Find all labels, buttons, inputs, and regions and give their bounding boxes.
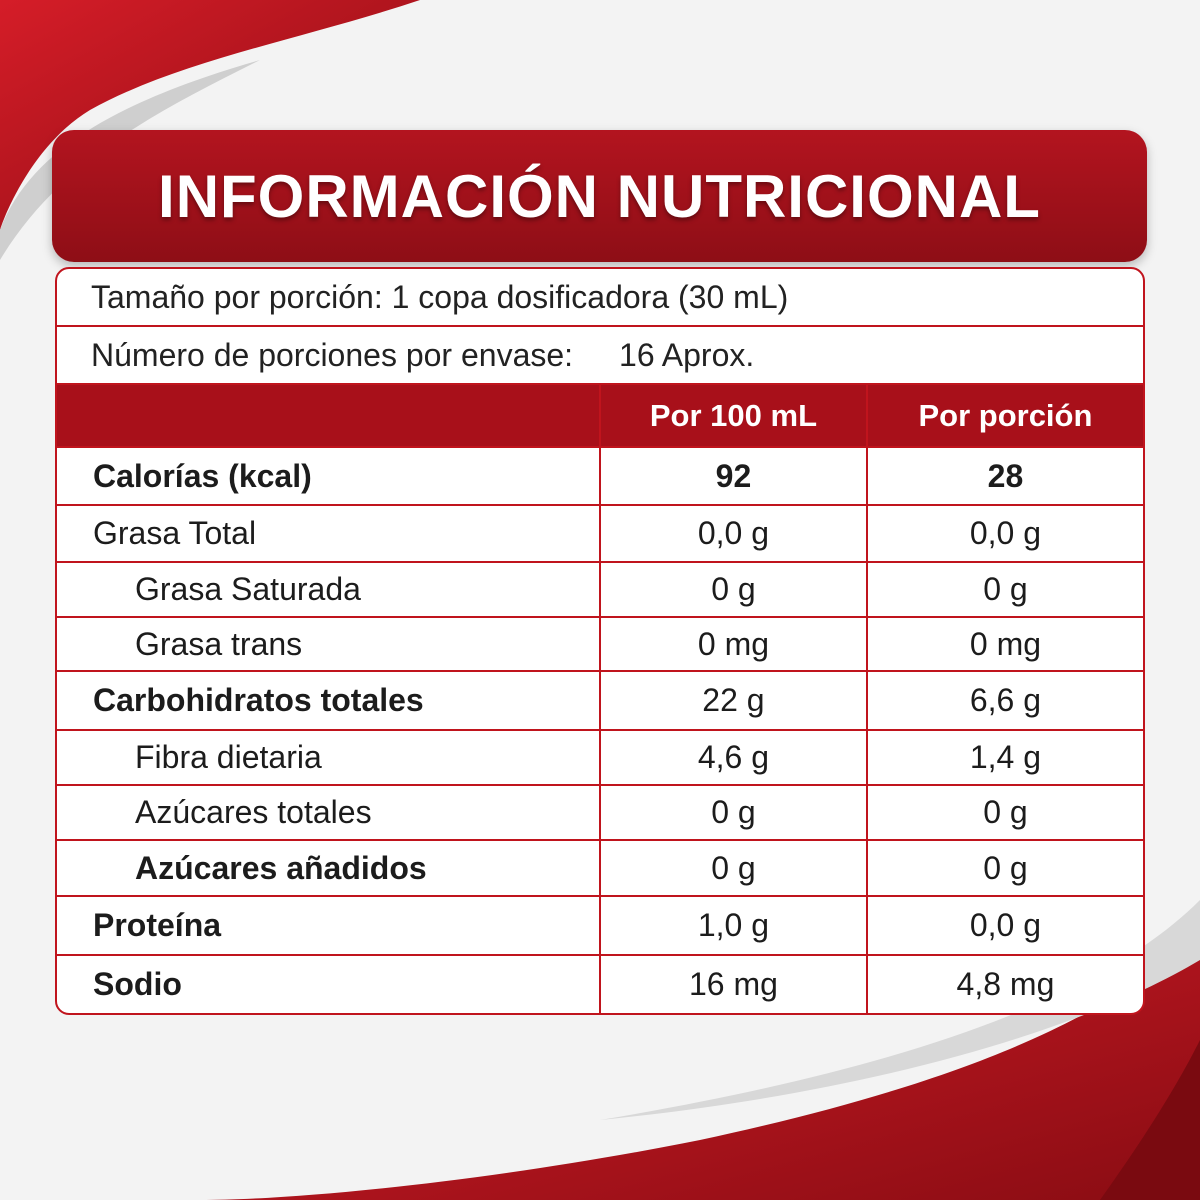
table-row: Calorías (kcal) 92 28	[57, 446, 1143, 506]
header-empty	[57, 385, 601, 448]
nutrient-value: 1,0 g	[599, 895, 868, 956]
servings-label: Número de porciones por envase:	[91, 336, 574, 373]
nutrient-label: Calorías (kcal)	[57, 446, 601, 506]
table-row: Carbohidratos totales 22 g 6,6 g	[57, 670, 1143, 731]
title-banner: INFORMACIÓN NUTRICIONAL	[52, 130, 1147, 262]
table: Por 100 mL Por porción Calorías (kcal) 92 2…	[57, 385, 1143, 1013]
nutrient-value: 6,6 g	[865, 670, 1143, 731]
nutrient-value: 0 mg	[599, 616, 868, 672]
nutrient-value: 28	[865, 446, 1143, 506]
header-cell: Por 100 mL	[599, 385, 868, 448]
nutrient-value: 0,0 g	[865, 895, 1143, 956]
table-row: Grasa trans 0 mg 0 mg	[57, 616, 1143, 672]
table-row: Sodio 16 mg 4,8 mg	[57, 954, 1143, 1013]
nutrient-label: Azúcares totales	[57, 784, 601, 841]
title: INFORMACIÓN NUTRICIONAL	[158, 162, 1041, 230]
nutrient-value: 0 g	[865, 784, 1143, 841]
nutrient-value: 0,0 g	[599, 504, 868, 563]
table-row: Fibra dietaria 4,6 g 1,4 g	[57, 729, 1143, 786]
nutrient-value: 92	[599, 446, 868, 506]
nutrient-label: Carbohidratos totales	[57, 670, 601, 731]
nutrient-value: 0 g	[865, 561, 1143, 618]
serving-size: Tamaño por porción: 1 copa dosificadora …	[57, 269, 1143, 327]
servings-value: 16 Aprox.	[619, 336, 755, 373]
nutrition-table: Tamaño por porción: 1 copa dosificadora …	[55, 267, 1145, 1015]
nutrient-value: 16 mg	[599, 954, 868, 1013]
nutrient-value: 0 g	[599, 561, 868, 618]
nutrient-value: 0,0 g	[865, 504, 1143, 563]
servings: Número de porciones por envase: 16 Aprox.	[57, 327, 1143, 385]
nutrient-label: Grasa Total	[57, 504, 601, 563]
table-row: Proteína 1,0 g 0,0 g	[57, 895, 1143, 956]
nutrient-value: 22 g	[599, 670, 868, 731]
nutrient-value: 0 g	[599, 784, 868, 841]
nutrient-value: 4,6 g	[599, 729, 868, 786]
nutrient-value: 4,8 mg	[865, 954, 1143, 1013]
table-row: Grasa Total 0,0 g 0,0 g	[57, 504, 1143, 563]
nutrient-label: Azúcares añadidos	[57, 839, 601, 897]
nutrient-label: Proteína	[57, 895, 601, 956]
serving-size-text: Tamaño por porción: 1 copa dosificadora …	[91, 278, 789, 315]
nutrient-value: 0 g	[599, 839, 868, 897]
nutrient-label: Grasa trans	[57, 616, 601, 672]
nutrient-label: Fibra dietaria	[57, 729, 601, 786]
nutrient-value: 0 mg	[865, 616, 1143, 672]
header-row: Por 100 mL Por porción	[57, 385, 1143, 448]
nutrient-value: 1,4 g	[865, 729, 1143, 786]
header-cell: Por porción	[865, 385, 1143, 448]
nutrient-label: Sodio	[57, 954, 601, 1013]
nutrient-value: 0 g	[865, 839, 1143, 897]
nutrient-label: Grasa Saturada	[57, 561, 601, 618]
